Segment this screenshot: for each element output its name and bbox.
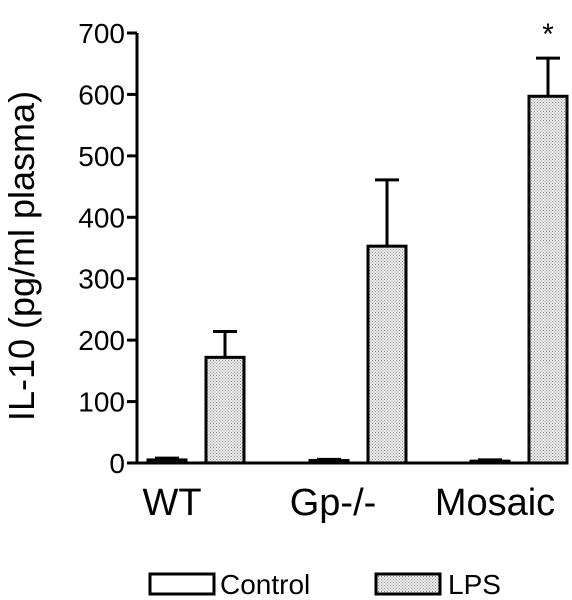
y-tick-label: 500	[78, 141, 125, 172]
axes: 0 100 200 300 400 500 600 700	[78, 18, 552, 479]
legend-swatch-lps	[374, 572, 442, 596]
bar-lps-gp	[366, 244, 408, 465]
bar-lps-mosaic	[527, 94, 569, 465]
y-tick-label: 0	[109, 448, 125, 479]
bar-control-mosaic	[469, 459, 511, 465]
y-tick-label: 100	[78, 387, 125, 418]
legend-label-lps: LPS	[448, 569, 501, 600]
x-tick-labels: WT Gp-/- Mosaic	[142, 482, 555, 524]
bar-control-gp	[308, 459, 350, 465]
x-tick-label: Gp-/-	[290, 482, 377, 524]
bar-lps-wt	[204, 355, 246, 465]
x-tick-label: Mosaic	[435, 482, 555, 524]
y-axis-label: IL-10 (pg/ml plasma)	[1, 91, 42, 421]
legend-label-control: Control	[220, 569, 310, 600]
y-tick-label: 200	[78, 325, 125, 356]
y-tick-label: 400	[78, 202, 125, 233]
bar-control-wt	[146, 458, 188, 465]
y-tick-label: 300	[78, 264, 125, 295]
legend: Control LPS	[148, 569, 501, 600]
x-tick-label: WT	[142, 482, 201, 524]
y-tick-label: 700	[78, 18, 125, 49]
significance-marker: *	[542, 18, 554, 51]
y-tick-label: 600	[78, 79, 125, 110]
bars: *	[146, 18, 569, 465]
legend-swatch-control	[148, 572, 216, 596]
